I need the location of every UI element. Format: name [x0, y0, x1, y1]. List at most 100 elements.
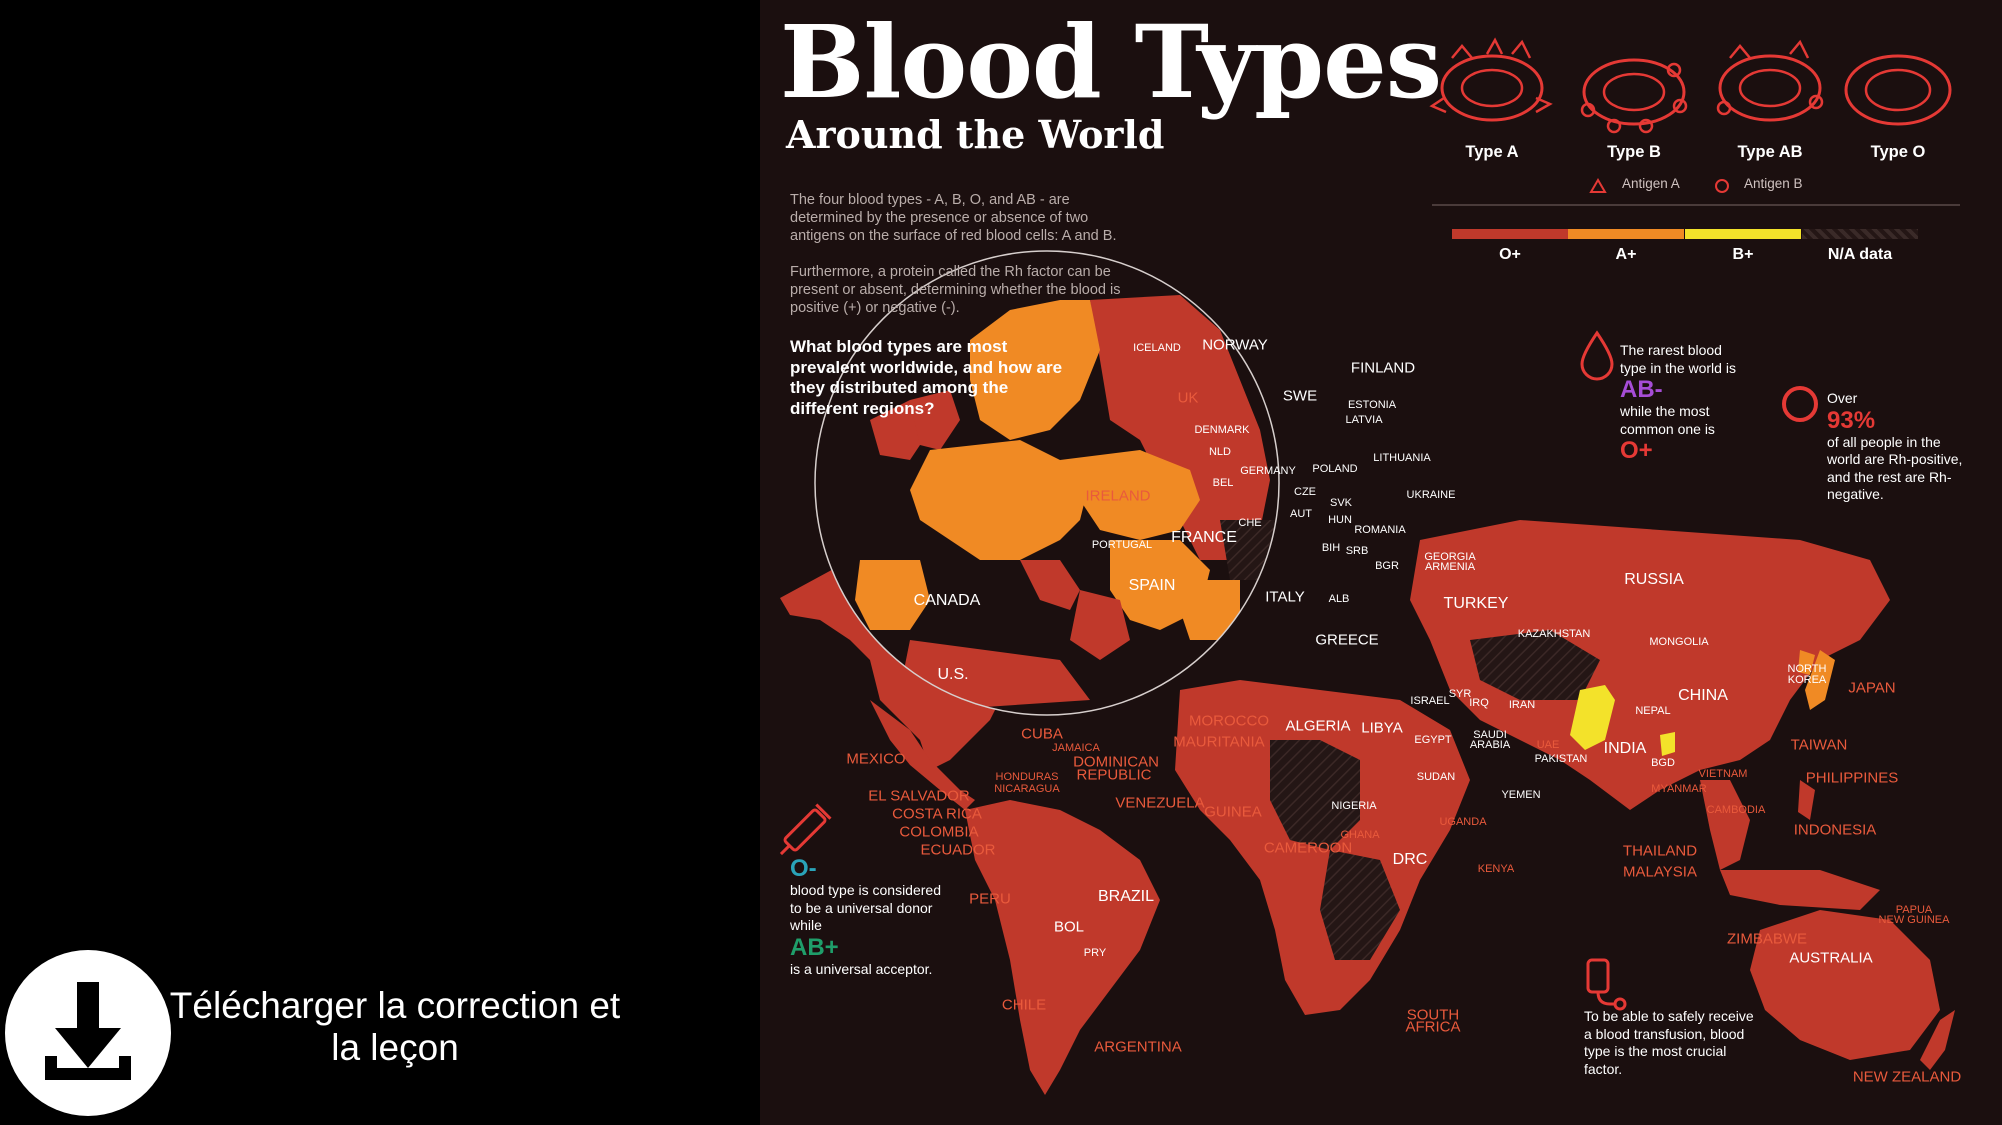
rarest-fact: The rarest blood type in the world is AB… [1620, 342, 1750, 464]
country-label: HONDURAS [995, 771, 1059, 783]
antigen-b-label: Antigen B [1744, 176, 1803, 191]
country-label: ROMANIA [1354, 524, 1406, 536]
antigen-a-icon [1589, 178, 1607, 193]
legend-bar-1 [1568, 229, 1684, 239]
country-label: SPAIN [1128, 577, 1176, 594]
country-label: ARGENTINA [1094, 1038, 1182, 1056]
download-label[interactable]: Télécharger la correction et la leçon [169, 985, 621, 1068]
country-label: NICARAGUA [994, 783, 1060, 795]
rarest-mid: while the most common one is [1620, 403, 1715, 437]
transfusion-fact: To be able to safely receive a blood tra… [1584, 1008, 1754, 1077]
donor-text-1: blood type is considered to be a univers… [790, 882, 941, 933]
country-label: PAKISTAN [1534, 753, 1588, 765]
country-label: NEW ZEALAND [1852, 1068, 1962, 1086]
syringe-icon [779, 803, 832, 856]
country-label: PAPUA [1895, 904, 1933, 916]
philippines [1798, 780, 1815, 820]
country-label: KOREA [1787, 674, 1827, 686]
country-label: IRAN [1508, 699, 1536, 711]
country-label: SAUDI [1473, 729, 1507, 741]
intro-paragraph-2: Furthermore, a protein called the Rh fac… [790, 264, 1121, 316]
type-o-cell-icon [1844, 54, 1952, 126]
country-label: DENMARK [1194, 424, 1250, 436]
country-label: GHANA [1340, 829, 1380, 841]
type-o-label: Type O [1870, 143, 1926, 161]
country-label: BRAZIL [1097, 888, 1155, 905]
donor-text-2: is a universal acceptor. [790, 960, 933, 977]
question-text: What blood types are most prevalent worl… [790, 337, 1063, 418]
transfusion-bag-icon [1586, 958, 1627, 1011]
rh-fact: Over 93% of all people in the world are … [1827, 390, 1977, 504]
country-label: PORTUGAL [1091, 539, 1153, 551]
country-label: REPUBLIC [1076, 766, 1152, 784]
ring-icon [1782, 386, 1818, 422]
country-label: CANADA [913, 592, 981, 609]
europe-zoom [815, 251, 1279, 715]
country-label: PHILIPPINES [1805, 769, 1899, 787]
video-left-pane: Télécharger la correction et la leçon [0, 0, 760, 1125]
country-label: GREECE [1315, 631, 1379, 649]
country-label: RUSSIA [1624, 571, 1684, 588]
country-label: JAPAN [1848, 679, 1896, 697]
country-label: GERMANY [1240, 465, 1296, 477]
country-label: ARMENIA [1424, 561, 1476, 573]
country-label: UKRAINE [1406, 489, 1456, 501]
country-label: NEPAL [1635, 705, 1671, 717]
type-a-cell-icon [1429, 37, 1553, 122]
country-label: TURKEY [1443, 595, 1509, 612]
country-label: VENEZUELA [1115, 794, 1205, 812]
country-label: SUDAN [1416, 771, 1456, 783]
country-label: COSTA RICA [892, 805, 982, 823]
legend-label-1: A+ [1615, 246, 1637, 263]
country-label: KAZAKHSTAN [1517, 628, 1591, 640]
country-label: INDIA [1603, 740, 1647, 757]
legend-label-3: N/A data [1827, 246, 1893, 263]
country-label: VIETNAM [1698, 768, 1748, 780]
infographic-subtitle: Around the World [786, 112, 1165, 157]
central-america [870, 700, 975, 810]
universal-acceptor-type: AB+ [790, 933, 839, 961]
country-label: GEORGIA [1424, 551, 1476, 563]
type-a-label: Type A [1465, 143, 1519, 161]
country-label: BGR [1375, 560, 1399, 572]
asia-landmass [1410, 520, 1890, 810]
country-label: UAE [1536, 739, 1560, 751]
common-type: O+ [1620, 437, 1653, 464]
japan [1805, 650, 1835, 710]
country-label: INDONESIA [1793, 821, 1877, 839]
country-label: IRELAND [1085, 487, 1151, 505]
country-label: MOROCCO [1189, 712, 1269, 730]
country-label: BGD [1651, 757, 1675, 769]
type-b-cell-icon [1580, 58, 1688, 134]
intro-paragraph-1: The four blood types - A, B, O, and AB -… [790, 192, 1117, 244]
country-label: EGYPT [1414, 734, 1452, 746]
pakistan [1570, 685, 1615, 750]
country-label: ZIMBABWE [1726, 930, 1808, 948]
download-arrow-icon [45, 982, 131, 1080]
country-label: ARABIA [1469, 739, 1511, 751]
country-label: UK [1177, 389, 1199, 407]
country-label: HUN [1328, 514, 1352, 526]
country-label: ISRAEL [1410, 695, 1450, 707]
country-label: THAILAND [1622, 842, 1698, 860]
country-label: CAMBODIA [1706, 804, 1766, 816]
country-label: MAURITANIA [1173, 733, 1265, 751]
country-label: AUT [1290, 508, 1312, 520]
country-label: DOMINICAN [1073, 753, 1159, 771]
north-korea [1798, 650, 1815, 675]
infographic-title: Blood Types [780, 3, 1442, 121]
country-label: LIBYA [1361, 719, 1403, 737]
country-label: BOL [1053, 918, 1085, 936]
africa-na-south [1320, 850, 1400, 960]
country-label: ITALY [1265, 588, 1305, 606]
legend-bar-0 [1452, 229, 1568, 239]
country-label: SRB [1345, 545, 1369, 557]
country-label: NORTH [1787, 663, 1827, 675]
country-label: SVK [1329, 497, 1353, 509]
country-label: NIGERIA [1331, 800, 1377, 812]
country-label: COLOMBIA [899, 823, 979, 841]
country-label: PERU [969, 890, 1011, 908]
country-label: TAIWAN [1790, 736, 1848, 754]
download-icon[interactable] [5, 950, 171, 1116]
country-label: ECUADOR [920, 841, 996, 859]
